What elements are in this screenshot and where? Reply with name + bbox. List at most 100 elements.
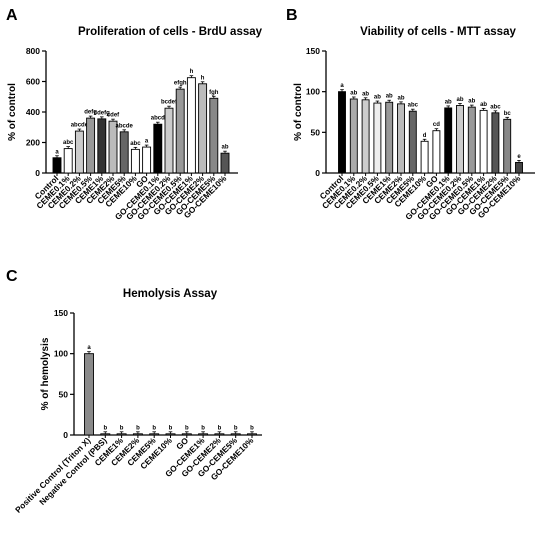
y-tick-label: 100 <box>54 349 68 359</box>
bar <box>373 102 382 174</box>
bar <box>86 117 96 174</box>
bar <box>63 148 73 174</box>
bar <box>479 109 488 174</box>
significance-label: bc <box>504 111 512 117</box>
significance-label: ab <box>397 95 404 101</box>
significance-label: a <box>87 345 91 351</box>
bar <box>247 433 257 436</box>
significance-label: b <box>136 425 140 431</box>
significance-label: b <box>185 425 189 431</box>
significance-label: d <box>423 133 427 139</box>
significance-label: a <box>145 139 149 145</box>
bar <box>338 91 346 174</box>
bar <box>408 110 417 174</box>
significance-label: b <box>218 425 222 431</box>
bar <box>444 107 453 174</box>
bar <box>142 146 152 174</box>
significance-label: h <box>190 69 194 75</box>
significance-label: abcde <box>116 123 134 129</box>
significance-label: ab <box>468 99 475 105</box>
y-tick-label: 50 <box>59 389 69 399</box>
significance-label: ab <box>480 102 487 108</box>
bar <box>214 433 225 436</box>
bar <box>230 433 241 436</box>
bar <box>515 161 523 174</box>
bar <box>467 106 476 174</box>
significance-label: efgh <box>174 81 187 87</box>
chart-title: Hemolysis Assay <box>123 288 218 300</box>
significance-label: h <box>201 75 205 81</box>
y-tick-label: 800 <box>26 46 40 56</box>
y-tick-label: 50 <box>311 127 321 137</box>
significance-label: abc <box>130 141 141 147</box>
significance-label: b <box>120 425 124 431</box>
panel-label: B <box>286 7 298 24</box>
panel-label: A <box>6 7 18 24</box>
chart-title: Viability of cells - MTT assay <box>360 26 516 38</box>
bar <box>181 433 192 436</box>
significance-label: a <box>340 83 344 89</box>
significance-label: ab <box>386 94 393 100</box>
bar <box>420 140 429 174</box>
bar <box>132 433 143 436</box>
significance-label: ab <box>221 145 228 151</box>
y-tick-label: 600 <box>26 77 40 87</box>
significance-label: abcde <box>71 123 89 129</box>
bar <box>165 433 176 436</box>
significance-label: e <box>517 154 521 160</box>
significance-label: ab <box>362 91 369 97</box>
significance-label: ab <box>445 99 452 105</box>
significance-label: abcd <box>151 116 165 122</box>
x-tick-label: Positive Control (Triton X) <box>13 435 93 515</box>
y-axis-title: % of hemolysis <box>40 337 51 410</box>
y-axis-title: % of control <box>7 83 18 141</box>
bar <box>149 433 160 436</box>
significance-label: a <box>55 149 59 155</box>
significance-label: b <box>201 425 205 431</box>
bar <box>397 103 405 174</box>
bar <box>198 433 209 436</box>
y-tick-label: 0 <box>35 168 40 178</box>
bar <box>116 433 127 436</box>
y-tick-label: 100 <box>306 87 320 97</box>
bar <box>119 131 129 174</box>
bar <box>153 123 163 174</box>
bar <box>349 98 358 174</box>
significance-label: ab <box>374 95 381 101</box>
significance-label: cd <box>433 122 440 128</box>
significance-label: fgh <box>209 90 219 96</box>
significance-label: abc <box>63 140 74 146</box>
bar <box>164 107 174 174</box>
significance-label: b <box>169 425 173 431</box>
bar <box>198 83 208 174</box>
bar <box>186 77 196 174</box>
bar <box>503 118 512 174</box>
bar <box>130 148 140 174</box>
y-axis-title: % of control <box>293 83 304 141</box>
bar <box>175 88 185 174</box>
bar <box>491 112 500 174</box>
bar <box>209 97 219 174</box>
significance-label: abc <box>408 103 419 109</box>
significance-label: defg <box>84 110 97 116</box>
y-tick-label: 0 <box>315 168 320 178</box>
bar <box>220 152 230 174</box>
significance-label: ab <box>456 97 463 103</box>
bar <box>385 101 394 174</box>
panel-label: C <box>6 268 18 285</box>
significance-label: cdef <box>107 113 120 119</box>
y-tick-label: 150 <box>54 308 68 318</box>
x-tick-label: Negative Control (PBS) <box>37 435 109 507</box>
significance-label: ab <box>350 90 357 96</box>
bar <box>361 99 370 174</box>
bar <box>456 105 464 174</box>
y-tick-label: 400 <box>26 107 40 117</box>
significance-label: b <box>234 425 238 431</box>
y-tick-label: 200 <box>26 138 40 148</box>
y-tick-label: 150 <box>306 46 320 56</box>
bar <box>432 130 441 174</box>
bar <box>97 118 107 174</box>
significance-label: b <box>250 425 254 431</box>
chart-title: Proliferation of cells - BrdU assay <box>78 26 263 38</box>
